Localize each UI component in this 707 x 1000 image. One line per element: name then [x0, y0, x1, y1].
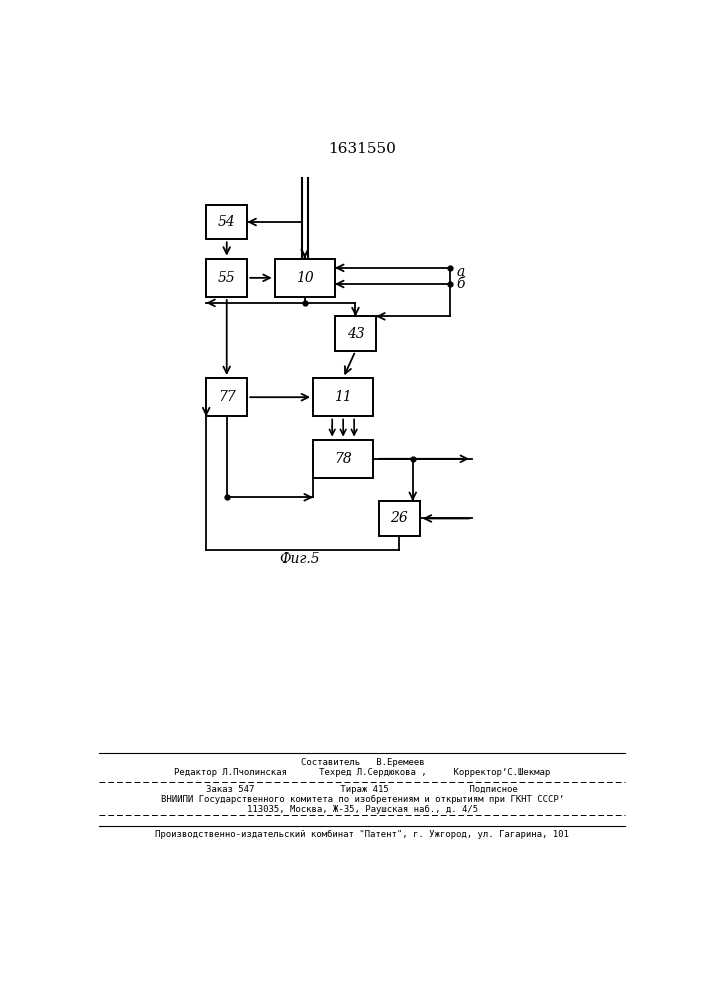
Text: 78: 78	[334, 452, 352, 466]
Text: 55: 55	[218, 271, 235, 285]
Bar	[206, 205, 247, 239]
Bar	[335, 316, 376, 351]
Text: ВНИИПИ Государственного комитета по изобретениям и открытиям при ГКНТ СССРʼ: ВНИИПИ Государственного комитета по изоб…	[160, 795, 564, 804]
Text: 43: 43	[346, 327, 364, 341]
Bar	[206, 378, 247, 416]
Text: 77: 77	[218, 390, 235, 404]
Text: 26: 26	[390, 511, 408, 525]
Bar	[206, 259, 247, 297]
Text: 1631550: 1631550	[328, 142, 397, 156]
Text: ...: ...	[325, 424, 334, 432]
Text: Фиг.5: Фиг.5	[279, 552, 320, 566]
Bar	[313, 440, 373, 478]
Text: Производственно-издательский комбинат "Патент", г. Ужгород, ул. Гагарина, 101: Производственно-издательский комбинат "П…	[156, 830, 569, 839]
Text: Редактор Л.Пчолинская      Техред Л.Сердюкова ,     КорректорʼС.Шекмар: Редактор Л.Пчолинская Техред Л.Сердюкова…	[174, 768, 551, 777]
Text: 113035, Москва, Ж-35, Раушская наб., д. 4/5: 113035, Москва, Ж-35, Раушская наб., д. …	[247, 805, 478, 814]
Bar	[379, 501, 420, 536]
Text: 11: 11	[334, 390, 352, 404]
Text: а: а	[457, 265, 464, 279]
Text: 10: 10	[296, 271, 314, 285]
Text: б: б	[457, 277, 465, 291]
Text: Заказ 547                Тираж 415               Подписное: Заказ 547 Тираж 415 Подписное	[206, 785, 518, 794]
Bar	[275, 259, 335, 297]
Text: 54: 54	[218, 215, 235, 229]
Bar	[313, 378, 373, 416]
Text: Составитель   В.Еремеев: Составитель В.Еремеев	[300, 758, 424, 767]
